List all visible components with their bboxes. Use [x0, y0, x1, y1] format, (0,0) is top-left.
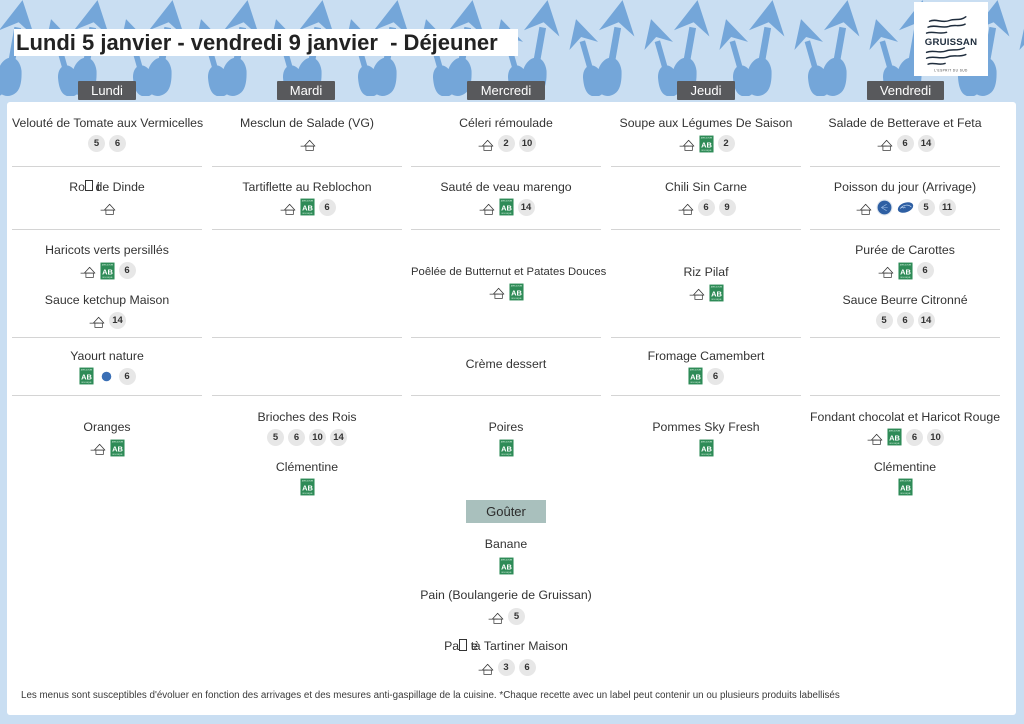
svg-text:L'ESPRIT DU SUD: L'ESPRIT DU SUD	[934, 69, 968, 73]
svg-text:GRUISSAN: GRUISSAN	[925, 37, 978, 48]
